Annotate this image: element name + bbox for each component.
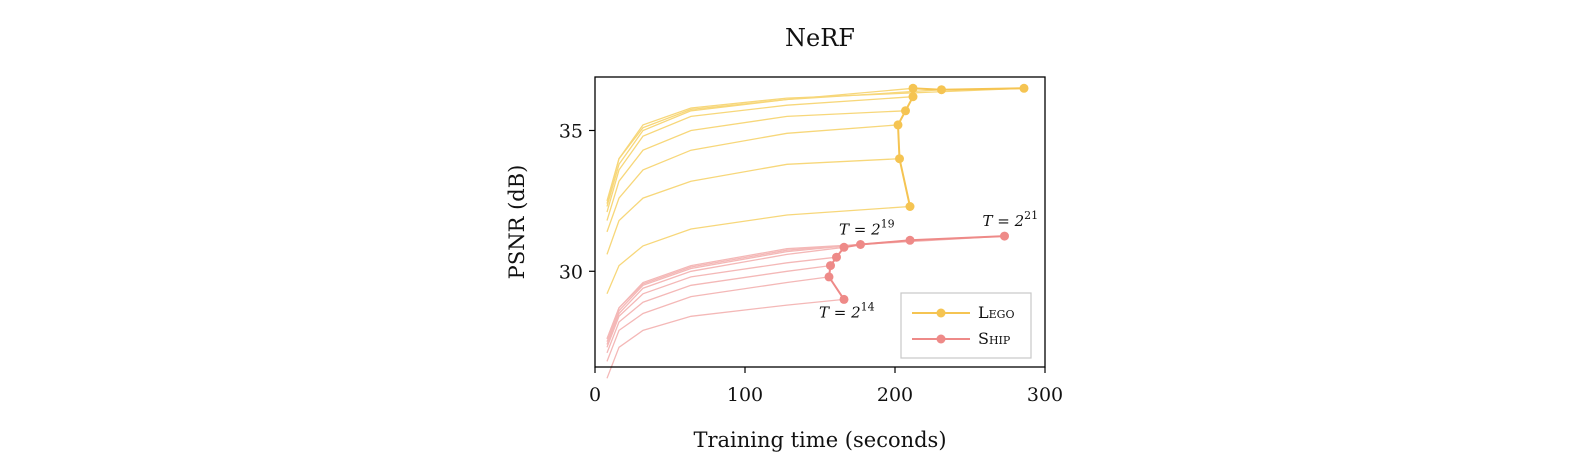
lego-point-2 [893, 120, 903, 130]
legend-label-lego: Lego [978, 303, 1014, 322]
ship-point-5 [856, 240, 865, 249]
axes-frame [594, 76, 1046, 368]
x-axis-label: Training time (seconds) [693, 428, 946, 452]
lego-series-line [896, 87, 1025, 207]
x-tick-label-200: 200 [877, 384, 913, 406]
ship-point-4 [839, 242, 849, 252]
ship-training-curve-5 [606, 243, 861, 342]
lego-point-5 [908, 83, 918, 93]
lego-point-3 [901, 106, 910, 116]
ship-point-2 [826, 261, 835, 271]
ship-point-6 [905, 235, 915, 245]
ship-series-line [827, 235, 1005, 300]
lego-training-curve-4 [606, 96, 914, 213]
lego-point-6 [937, 85, 946, 95]
legend-marker-ship [936, 334, 946, 344]
y-tick-label-35: 35 [559, 120, 583, 142]
legend-label-ship: Ship [978, 329, 1011, 348]
lego-training-curve-5 [606, 87, 914, 207]
legend-box [900, 292, 1032, 359]
lego-point-1 [895, 154, 904, 164]
y-axis-label: PSNR (dB) [505, 165, 529, 280]
legend: Lego Ship [900, 292, 1032, 359]
ship-training-curve-7 [606, 235, 1005, 340]
lego-training-curve-3 [606, 110, 906, 221]
annotation-t-2-14: T = 214 [819, 300, 875, 321]
lego-training-curve-2 [606, 124, 899, 233]
legend-marker-lego [936, 308, 946, 318]
lego-training-curve-0 [606, 205, 911, 295]
ship-point-7 [1000, 231, 1009, 241]
ship-point-1 [824, 272, 834, 282]
x-tick-label-100: 100 [727, 384, 763, 406]
annotation-t-2-19: T = 219 [839, 217, 895, 238]
ship-training-curve-2 [606, 264, 831, 354]
ship-training-curve-1 [606, 276, 830, 362]
lego-point-7 [1019, 83, 1029, 93]
ship-point-3 [832, 252, 841, 262]
plot-area: 0 100 200 300 30 35 T = 214 T = 219 T = 221 [559, 76, 1063, 406]
ship-training-curve-0 [606, 298, 845, 379]
lego-point-4 [908, 92, 918, 102]
x-tick-label-0: 0 [589, 384, 601, 406]
chart-title: NeRF [785, 24, 855, 52]
ship-point-0 [839, 294, 849, 304]
x-tick-label-300: 300 [1027, 384, 1063, 406]
lego-training-curve-7 [606, 87, 1025, 202]
lego-training-curve-1 [606, 158, 900, 255]
lego-point-0 [905, 202, 915, 211]
ship-training-curve-3 [606, 256, 837, 348]
y-tick-label-30: 30 [559, 261, 583, 283]
annotation-t-2-21: T = 221 [983, 209, 1039, 230]
ship-training-curve-6 [606, 239, 911, 340]
ship-training-curve-4 [606, 246, 845, 345]
